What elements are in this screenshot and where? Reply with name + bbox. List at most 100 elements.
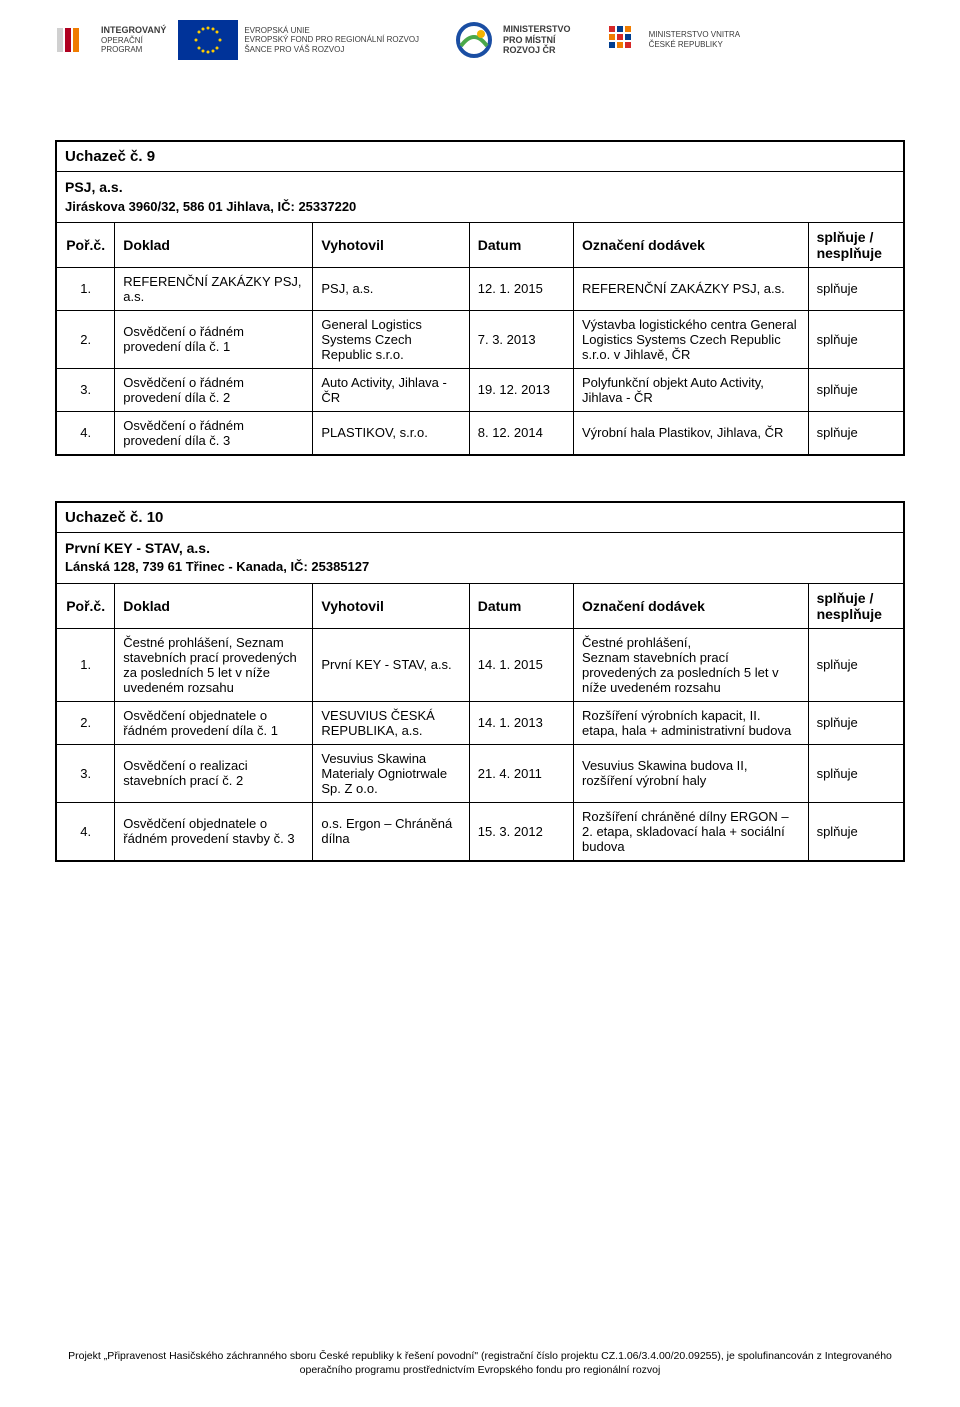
table-row: 1.Čestné prohlášení, Seznam stavebních p…: [56, 628, 904, 701]
logo-mmr: MINISTERSTVO PRO MÍSTNÍ ROZVOJ ČR: [451, 20, 571, 60]
cell-col-datum: 14. 1. 2013: [469, 701, 573, 744]
cell-col-oznaceni: Rozšíření chráněné dílny ERGON – 2. etap…: [574, 802, 809, 861]
cell-col-oznaceni: REFERENČNÍ ZAKÁZKY PSJ, a.s.: [574, 267, 809, 310]
table10-header-row: Poř.č. Doklad Vyhotovil Datum Označení d…: [56, 583, 904, 628]
cell-col-num: 1.: [56, 628, 115, 701]
header-logos-row: INTEGROVANÝ OPERAČNÍ PROGRAM EVROPSKÁ UN…: [55, 20, 905, 90]
cell-col-datum: 7. 3. 2013: [469, 310, 573, 368]
cell-col-doklad: Čestné prohlášení, Seznam stavebních pra…: [115, 628, 313, 701]
cell-col-doklad: Osvědčení o řádném provedení díla č. 2: [115, 368, 313, 411]
cell-col-spl: splňuje: [808, 628, 904, 701]
cell-col-vyhotovil: PLASTIKOV, s.r.o.: [313, 411, 469, 455]
cell-col-spl: splňuje: [808, 411, 904, 455]
cell-col-doklad: Osvědčení o řádném provedení díla č. 3: [115, 411, 313, 455]
table-row: 3.Osvědčení o řádném provedení díla č. 2…: [56, 368, 904, 411]
iop-label: INTEGROVANÝ OPERAČNÍ PROGRAM: [101, 25, 166, 55]
col-datum: Datum: [469, 222, 573, 267]
cell-col-num: 3.: [56, 368, 115, 411]
col-vyhotovil: Vyhotovil: [313, 222, 469, 267]
table-uchazec-9: Uchazeč č. 9 PSJ, a.s. Jiráskova 3960/32…: [55, 140, 905, 456]
mmr-title: MINISTERSTVO: [503, 24, 571, 34]
col-porc: Poř.č.: [56, 583, 115, 628]
document-page: INTEGROVANÝ OPERAČNÍ PROGRAM EVROPSKÁ UN…: [0, 0, 960, 1407]
cell-col-num: 2.: [56, 701, 115, 744]
col-doklad: Doklad: [115, 222, 313, 267]
col-vyhotovil: Vyhotovil: [313, 583, 469, 628]
col-splnuje: splňuje / nesplňuje: [808, 583, 904, 628]
col-doklad: Doklad: [115, 583, 313, 628]
iop-sub: OPERAČNÍ PROGRAM: [101, 36, 143, 55]
cell-col-vyhotovil: VESUVIUS ČESKÁ REPUBLIKA, a.s.: [313, 701, 469, 744]
eu-title: EVROPSKÁ UNIE: [244, 26, 309, 35]
table10-body: 1.Čestné prohlášení, Seznam stavebních p…: [56, 628, 904, 861]
cell-col-doklad: Osvědčení objednatele o řádném provedení…: [115, 701, 313, 744]
cell-col-spl: splňuje: [808, 368, 904, 411]
cell-col-spl: splňuje: [808, 802, 904, 861]
table-row: 1.REFERENČNÍ ZAKÁZKY PSJ, a.s.PSJ, a.s.1…: [56, 267, 904, 310]
iop-title: INTEGROVANÝ: [101, 25, 166, 35]
footer-text: Projekt „Připravenost Hasičského záchran…: [55, 1349, 905, 1377]
mvcr-sub: ČESKÉ REPUBLIKY: [649, 40, 723, 49]
cell-col-datum: 12. 1. 2015: [469, 267, 573, 310]
cell-col-vyhotovil: Vesuvius Skawina Materialy Ogniotrwale S…: [313, 744, 469, 802]
col-oznaceni: Označení dodávek: [574, 222, 809, 267]
table10-title: Uchazeč č. 10: [56, 502, 904, 533]
table-row: 4.Osvědčení o řádném provedení díla č. 3…: [56, 411, 904, 455]
cell-col-vyhotovil: Auto Activity, Jihlava - ČR: [313, 368, 469, 411]
mmr-sub: PRO MÍSTNÍ ROZVOJ ČR: [503, 35, 556, 56]
table-row: 2.Osvědčení objednatele o řádném provede…: [56, 701, 904, 744]
cell-col-datum: 15. 3. 2012: [469, 802, 573, 861]
mvcr-label: MINISTERSTVO VNITRA ČESKÉ REPUBLIKY: [649, 30, 741, 49]
cell-col-num: 3.: [56, 744, 115, 802]
table10-company: První KEY - STAV, a.s.: [65, 540, 210, 556]
cell-col-num: 1.: [56, 267, 115, 310]
eu-sub: EVROPSKÝ FOND PRO REGIONÁLNÍ ROZVOJ ŠANC…: [244, 35, 419, 54]
table-row: 2.Osvědčení o řádném provedení díla č. 1…: [56, 310, 904, 368]
cell-col-vyhotovil: První KEY - STAV, a.s.: [313, 628, 469, 701]
cell-col-num: 2.: [56, 310, 115, 368]
cell-col-spl: splňuje: [808, 310, 904, 368]
cell-col-oznaceni: Rozšíření výrobních kapacit, II. etapa, …: [574, 701, 809, 744]
col-porc: Poř.č.: [56, 222, 115, 267]
logo-mvcr: MINISTERSTVO VNITRA ČESKÉ REPUBLIKY: [603, 20, 741, 60]
col-datum: Datum: [469, 583, 573, 628]
cell-col-spl: splňuje: [808, 701, 904, 744]
cell-col-vyhotovil: o.s. Ergon – Chráněná dílna: [313, 802, 469, 861]
cell-col-datum: 19. 12. 2013: [469, 368, 573, 411]
mmr-icon: [451, 20, 497, 60]
cell-col-doklad: Osvědčení objednatele o řádném provedení…: [115, 802, 313, 861]
mmr-label: MINISTERSTVO PRO MÍSTNÍ ROZVOJ ČR: [503, 24, 571, 56]
cell-col-spl: splňuje: [808, 267, 904, 310]
mvcr-icon: [603, 20, 643, 60]
table9-address: Jiráskova 3960/32, 586 01 Jihlava, IČ: 2…: [65, 198, 895, 216]
table10-address: Lánská 128, 739 61 Třinec - Kanada, IČ: …: [65, 558, 895, 576]
cell-col-num: 4.: [56, 411, 115, 455]
table9-header-row: Poř.č. Doklad Vyhotovil Datum Označení d…: [56, 222, 904, 267]
col-splnuje: splňuje / nesplňuje: [808, 222, 904, 267]
iop-icon: [55, 20, 95, 60]
table-uchazec-10: Uchazeč č. 10 První KEY - STAV, a.s. Lán…: [55, 501, 905, 862]
mvcr-title: MINISTERSTVO VNITRA: [649, 30, 741, 39]
table9-title: Uchazeč č. 9: [56, 141, 904, 172]
cell-col-oznaceni: Výrobní hala Plastikov, Jihlava, ČR: [574, 411, 809, 455]
table-row: 3.Osvědčení o realizaci stavebních prací…: [56, 744, 904, 802]
cell-col-vyhotovil: PSJ, a.s.: [313, 267, 469, 310]
table9-body: 1.REFERENČNÍ ZAKÁZKY PSJ, a.s.PSJ, a.s.1…: [56, 267, 904, 455]
table9-subtitle: PSJ, a.s. Jiráskova 3960/32, 586 01 Jihl…: [56, 172, 904, 223]
cell-col-oznaceni: Výstavba logistického centra General Log…: [574, 310, 809, 368]
cell-col-datum: 8. 12. 2014: [469, 411, 573, 455]
table9-company: PSJ, a.s.: [65, 179, 123, 195]
cell-col-doklad: REFERENČNÍ ZAKÁZKY PSJ, a.s.: [115, 267, 313, 310]
cell-col-vyhotovil: General Logistics Systems Czech Republic…: [313, 310, 469, 368]
logo-eu: EVROPSKÁ UNIE EVROPSKÝ FOND PRO REGIONÁL…: [178, 20, 419, 60]
eu-label: EVROPSKÁ UNIE EVROPSKÝ FOND PRO REGIONÁL…: [244, 26, 419, 55]
col-oznaceni: Označení dodávek: [574, 583, 809, 628]
cell-col-num: 4.: [56, 802, 115, 861]
cell-col-doklad: Osvědčení o realizaci stavebních prací č…: [115, 744, 313, 802]
table10-subtitle: První KEY - STAV, a.s. Lánská 128, 739 6…: [56, 532, 904, 583]
logo-iop: INTEGROVANÝ OPERAČNÍ PROGRAM: [55, 20, 166, 60]
cell-col-doklad: Osvědčení o řádném provedení díla č. 1: [115, 310, 313, 368]
cell-col-oznaceni: Čestné prohlášení, Seznam stavebních pra…: [574, 628, 809, 701]
cell-col-oznaceni: Polyfunkční objekt Auto Activity, Jihlav…: [574, 368, 809, 411]
cell-col-oznaceni: Vesuvius Skawina budova II, rozšíření vý…: [574, 744, 809, 802]
